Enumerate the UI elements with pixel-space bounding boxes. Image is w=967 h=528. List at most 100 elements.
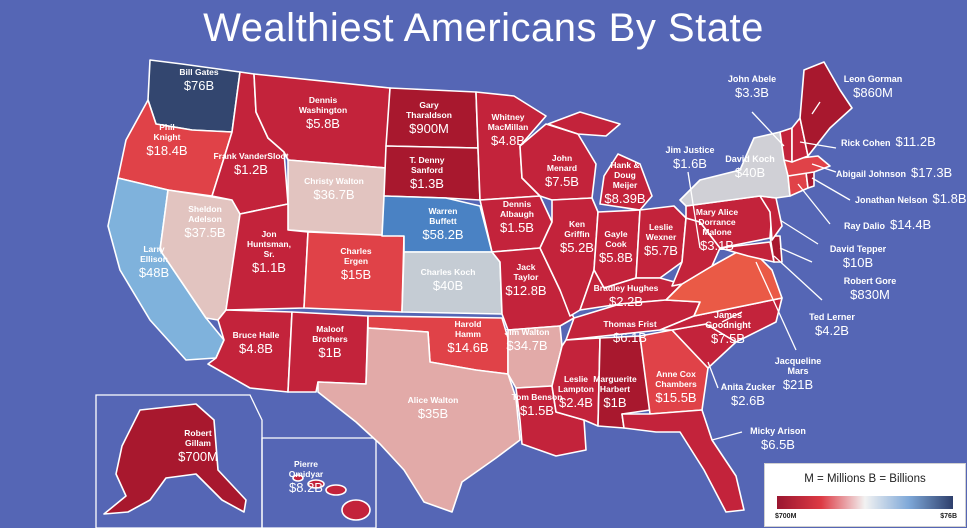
person-name: Anne Cox Chambers	[655, 369, 697, 389]
state-IN	[593, 209, 641, 289]
state-ME	[799, 61, 853, 157]
callout-text: Ray Dalio $14.4B	[844, 217, 931, 232]
state-label-TX: Alice Walton$35B	[408, 395, 459, 421]
net-worth-value: $2.6B	[731, 393, 765, 408]
person-name: Jonathan Nelson	[855, 195, 928, 205]
net-worth-value: $34.7B	[506, 338, 547, 353]
person-name: Jack Taylor	[514, 262, 540, 282]
callout-label-ME: Leon Gorman$860M	[844, 74, 903, 100]
person-name: Christy Walton	[304, 176, 364, 186]
callout-leader-lines	[687, 101, 851, 441]
net-worth-value: $15B	[341, 267, 371, 282]
person-name: Ray Dalio	[844, 221, 886, 231]
callout-labels: Jim Justice$1.6B David Koch$40B John Abele…	[665, 74, 966, 452]
state-label-IL: Ken Griffin$5.2B	[560, 219, 594, 255]
net-worth-value: $40B	[735, 165, 765, 180]
hawaii-inset-frame	[261, 437, 377, 528]
person-name: Hank & Doug Meijer	[610, 160, 639, 190]
state-label-IN: Gayle Cook$5.8B	[599, 229, 633, 265]
net-worth-value: $1B	[603, 395, 626, 410]
state-label-WI: John Menard$7.5B	[545, 153, 579, 189]
net-worth-value: $3.1B	[700, 238, 734, 253]
person-name: T. Denny Sanford	[410, 155, 445, 175]
net-worth-value: $48B	[139, 265, 169, 280]
state-label-MO: Jack Taylor$12.8B	[505, 262, 546, 298]
callout-label-NH: Rick Cohen $11.2B	[841, 134, 936, 149]
state-label-MT: Dennis Washington$5.8B	[299, 95, 347, 131]
state-label-NV: Sheldon Adelson$37.5B	[184, 204, 225, 240]
net-worth-value: $4.8B	[491, 133, 525, 148]
state-label-WA: Bill Gates$76B	[179, 67, 218, 93]
net-worth-value: $6.5B	[761, 437, 795, 452]
net-worth-value: $5.2B	[560, 240, 594, 255]
person-name: Alice Walton	[408, 395, 459, 405]
person-name: Frank VanderSloot	[213, 151, 288, 161]
person-name: John Menard	[547, 153, 577, 173]
callout-label-VA: Jacqueline Mars$21B	[775, 356, 822, 392]
person-name: Robert Gillam	[184, 428, 212, 448]
person-name: Leslie Wexner	[646, 222, 677, 242]
person-name: Mary Alice Dorrance Malone	[696, 207, 738, 237]
net-worth-value: $14.6B	[447, 340, 488, 355]
state-MS	[551, 337, 601, 427]
net-worth-value: $36.7B	[313, 187, 354, 202]
state-label-HI: Pierre Omidyar$8.2B	[289, 459, 324, 495]
net-worth-value: $8.2B	[289, 480, 323, 495]
person-name: Thomas Frist	[603, 319, 657, 329]
net-worth-value: $5.8B	[599, 250, 633, 265]
state-label-KS: Charles Koch$40B	[421, 267, 476, 293]
net-worth-value: $1.6B	[673, 156, 707, 171]
net-worth-value: $900M	[409, 121, 449, 136]
person-name: Bruce Halle	[233, 330, 280, 340]
person-name: David Tepper	[830, 244, 887, 254]
person-name: Micky Arison	[750, 426, 806, 436]
person-name: Rick Cohen	[841, 138, 891, 148]
state-label-MS: Leslie Lampton$2.4B	[558, 374, 594, 410]
state-label-IA: Dennis Albaugh$1.5B	[500, 199, 534, 235]
state-label-SD: T. Denny Sanford$1.3B	[410, 155, 445, 191]
person-name: Jim Walton	[504, 327, 549, 337]
person-name: Warren Buffett	[429, 206, 458, 226]
net-worth-value: $1.1B	[252, 260, 286, 275]
person-name: Jim Justice	[665, 145, 714, 155]
person-name: John Abele	[728, 74, 776, 84]
net-worth-value: $1.2B	[234, 162, 268, 177]
state-SD	[383, 145, 481, 201]
legend-color-scale	[777, 496, 953, 509]
state-label-MN: Whitney MacMillan$4.8B	[488, 112, 529, 148]
state-FL	[621, 409, 745, 513]
net-worth-value: $35B	[418, 406, 448, 421]
net-worth-value: $8.39B	[604, 191, 645, 206]
callout-label-NY: David Koch$40B	[725, 154, 775, 180]
net-worth-value: $76B	[184, 78, 214, 93]
callout-label-NJ: David Tepper$10B	[830, 244, 887, 270]
legend-title: M = Millions B = Billions	[804, 473, 926, 485]
person-name: Charles Koch	[421, 267, 476, 277]
state-label-UT: Jon Huntsman, Sr.$1.1B	[247, 229, 291, 275]
person-name: Maloof Brothers	[312, 324, 348, 344]
net-worth-value: $21B	[783, 377, 813, 392]
state-label-OR: Phil Knight$18.4B	[146, 122, 187, 158]
state-label-ID: Frank VanderSloot$1.2B	[213, 151, 288, 177]
person-name: Sheldon Adelson	[188, 204, 222, 224]
state-TX	[317, 327, 521, 513]
net-worth-value: $1.5B	[500, 220, 534, 235]
state-HI	[292, 474, 371, 521]
person-name: Marguerite Harbert	[593, 374, 637, 394]
state-OH	[635, 205, 687, 279]
net-worth-value: $12.8B	[505, 283, 546, 298]
person-name: Leslie Lampton	[558, 374, 594, 394]
legend: M = Millions B = Billions $700M $76B	[764, 463, 966, 527]
net-worth-value: $6.1B	[613, 330, 647, 345]
net-worth-value: $58.2B	[422, 227, 463, 242]
person-name: Jon Huntsman, Sr.	[247, 229, 291, 259]
net-worth-value: $18.4B	[146, 143, 187, 158]
person-name: Harold Hamm	[455, 319, 482, 339]
callout-label-FL: Micky Arison$6.5B	[750, 426, 806, 452]
person-name: Dennis Washington	[299, 95, 347, 115]
net-worth-value: $40B	[433, 278, 463, 293]
net-worth-value: $4.8B	[239, 341, 273, 356]
state-label-OK: Harold Hamm$14.6B	[447, 319, 488, 355]
